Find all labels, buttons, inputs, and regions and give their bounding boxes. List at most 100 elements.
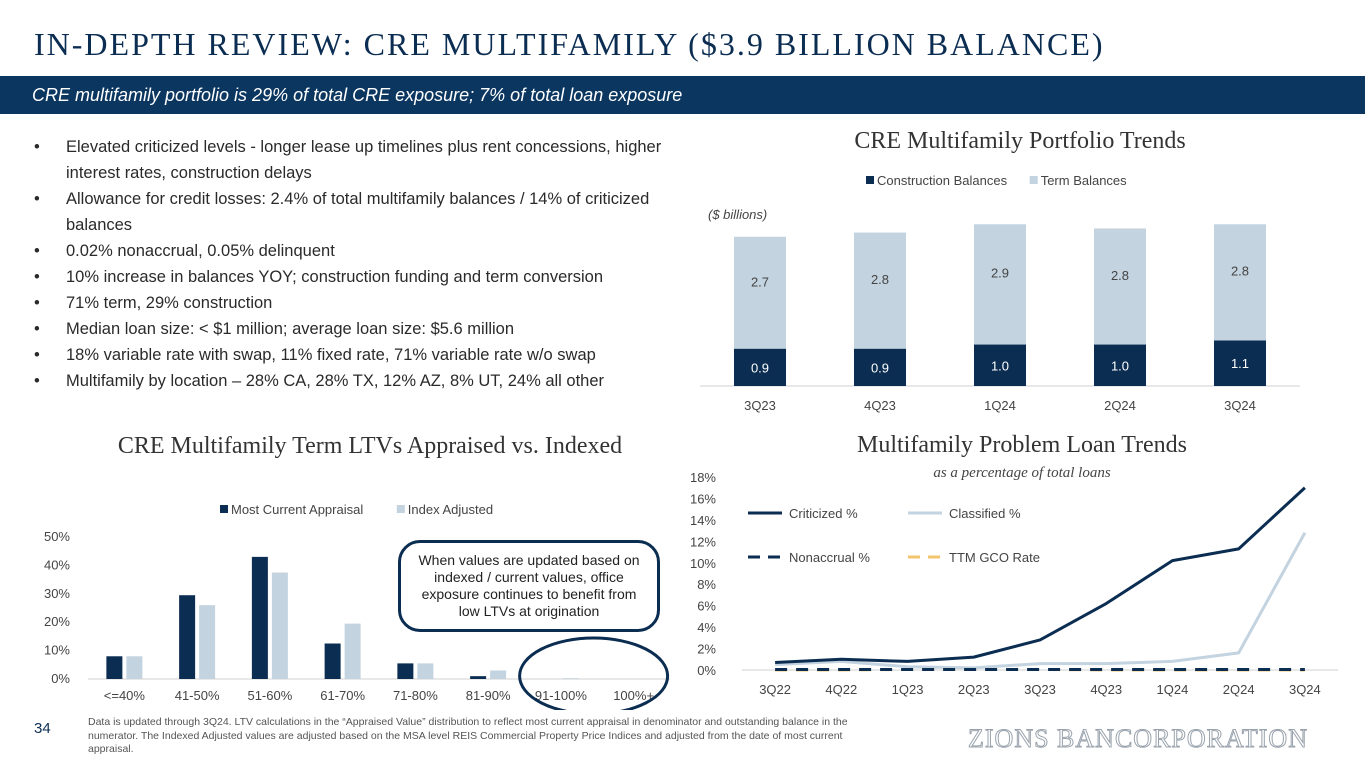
y-tick-label: 18% (690, 470, 716, 485)
x-tick-label: 81-90% (466, 688, 511, 703)
y-tick-label: 50% (44, 529, 70, 544)
x-tick-label: 3Q23 (744, 398, 776, 413)
term-bar (734, 236, 786, 349)
x-tick-label: 4Q22 (825, 682, 857, 697)
y-tick-label: 30% (44, 586, 70, 601)
x-tick-label: 41-50% (175, 688, 220, 703)
x-tick-label: 4Q23 (1090, 682, 1122, 697)
legend-label: Term Balances (1041, 173, 1127, 188)
portfolio-trends-title: CRE Multifamily Portfolio Trends (854, 128, 1186, 154)
y-tick-label: 4% (697, 620, 716, 635)
footnote: Data is updated through 3Q24. LTV calcul… (88, 716, 848, 755)
appraisal-bar (106, 656, 123, 679)
index-adjusted-bar (562, 678, 579, 679)
y-tick-label: 10% (44, 643, 70, 658)
legend-label: Index Adjusted (408, 502, 493, 517)
data-label: 1.0 (991, 358, 1009, 373)
appraisal-bar (179, 595, 196, 679)
problem-loan-chart: 0% 2% 4% 6% 8% 10% 12% 14% 16% 18% 3Q22 4Q22 1Q23 2Q2… (690, 470, 1338, 697)
x-tick-label: 3Q22 (759, 682, 791, 697)
legend-label: Most Current Appraisal (231, 502, 363, 517)
construction-bar (974, 344, 1026, 386)
data-label: 2.9 (991, 265, 1009, 280)
legend-swatch (1029, 176, 1038, 184)
y-tick-label: 16% (690, 491, 716, 506)
x-tick-label: 61-70% (320, 688, 365, 703)
y-tick-label: 12% (690, 534, 716, 549)
construction-bar (1214, 340, 1266, 386)
construction-bar (1094, 344, 1146, 386)
series-line-criticized- (775, 486, 1306, 664)
appraisal-bar (470, 676, 487, 679)
x-tick-label: 1Q24 (984, 398, 1016, 413)
index-adjusted-bar (126, 656, 143, 679)
x-tick-label: 3Q24 (1224, 398, 1256, 413)
high-ltv-highlight-ellipse (518, 636, 670, 710)
ltv-callout: When values are updated based on indexed… (398, 540, 660, 632)
data-label: 2.8 (1111, 268, 1129, 283)
x-tick-label: 91-100% (535, 688, 587, 703)
legend-label: Construction Balances (877, 173, 1008, 188)
bullet-item: 18% variable rate with swap, 11% fixed r… (34, 342, 684, 368)
term-bar (974, 224, 1026, 345)
data-label: 1.1 (1231, 356, 1249, 371)
portfolio-trends-chart: Construction Balances Term Balances ($ bil… (700, 173, 1300, 413)
construction-bar (854, 348, 906, 386)
banner-text: CRE multifamily portfolio is 29% of tota… (32, 85, 683, 105)
construction-bar (734, 348, 786, 386)
data-label: 0.9 (871, 360, 889, 375)
x-tick-label: 2Q24 (1223, 682, 1255, 697)
legend-swatch (220, 505, 228, 513)
x-tick-label: 71-80% (393, 688, 438, 703)
y-tick-label: 0% (51, 671, 70, 686)
y-tick-label: 10% (690, 556, 716, 571)
y-tick-label: 0% (697, 663, 716, 678)
x-tick-label: <=40% (104, 688, 146, 703)
data-label: 2.8 (871, 272, 889, 287)
y-tick-label: 40% (44, 557, 70, 572)
index-adjusted-bar (344, 623, 361, 679)
appraisal-bar (324, 643, 341, 679)
term-bar (1094, 228, 1146, 345)
legend-label: Nonaccrual % (789, 550, 870, 565)
appraisal-bar (397, 663, 414, 679)
problem-loan-title: Multifamily Problem Loan Trends (857, 432, 1187, 458)
key-points-list: Elevated criticized levels - longer leas… (34, 134, 684, 394)
units-note: ($ billions) (708, 207, 767, 222)
page-title: IN-DEPTH REVIEW: CRE MULTIFAMILY ($3.9 B… (34, 26, 1105, 62)
index-adjusted-bar (271, 572, 288, 679)
x-tick-label: 3Q24 (1289, 682, 1321, 697)
index-adjusted-bar (199, 605, 216, 679)
term-bar (854, 232, 906, 349)
legend-label: Classified % (949, 506, 1021, 521)
y-tick-label: 8% (697, 577, 716, 592)
data-label: 0.9 (751, 360, 769, 375)
bullet-item: Multifamily by location – 28% CA, 28% TX… (34, 368, 684, 394)
x-tick-label: 4Q23 (864, 398, 896, 413)
summary-banner: CRE multifamily portfolio is 29% of tota… (0, 76, 1365, 114)
bullet-item: 71% term, 29% construction (34, 290, 684, 316)
index-adjusted-bar (417, 663, 434, 679)
x-tick-label: 1Q24 (1157, 682, 1189, 697)
ltv-chart-title: CRE Multifamily Term LTVs Appraised vs. … (117, 433, 623, 459)
legend-label: TTM GCO Rate (949, 550, 1040, 565)
index-adjusted-bar (490, 670, 507, 679)
legend-swatch (396, 505, 405, 513)
x-tick-label: 2Q23 (958, 682, 990, 697)
y-tick-label: 14% (690, 513, 716, 528)
term-bar (1214, 224, 1266, 341)
y-tick-label: 6% (697, 599, 716, 614)
x-tick-label: 3Q23 (1024, 682, 1056, 697)
bullet-item: Allowance for credit losses: 2.4% of tot… (34, 186, 684, 238)
legend-label: Criticized % (789, 506, 858, 521)
page-number: 34 (34, 720, 51, 737)
bullet-item: Elevated criticized levels - longer leas… (34, 134, 684, 186)
legend-swatch (866, 176, 874, 184)
x-tick-label: 1Q23 (892, 682, 924, 697)
company-logo: ZIONS BANCORPORATION (968, 724, 1308, 754)
data-label: 2.8 (1231, 264, 1249, 279)
bullet-item: 10% increase in balances YOY; constructi… (34, 264, 684, 290)
ltv-chart: Most Current Appraisal Index Adjusted 0% 10… (44, 502, 670, 710)
x-tick-label: 51-60% (247, 688, 292, 703)
series-line-classified- (775, 532, 1307, 670)
